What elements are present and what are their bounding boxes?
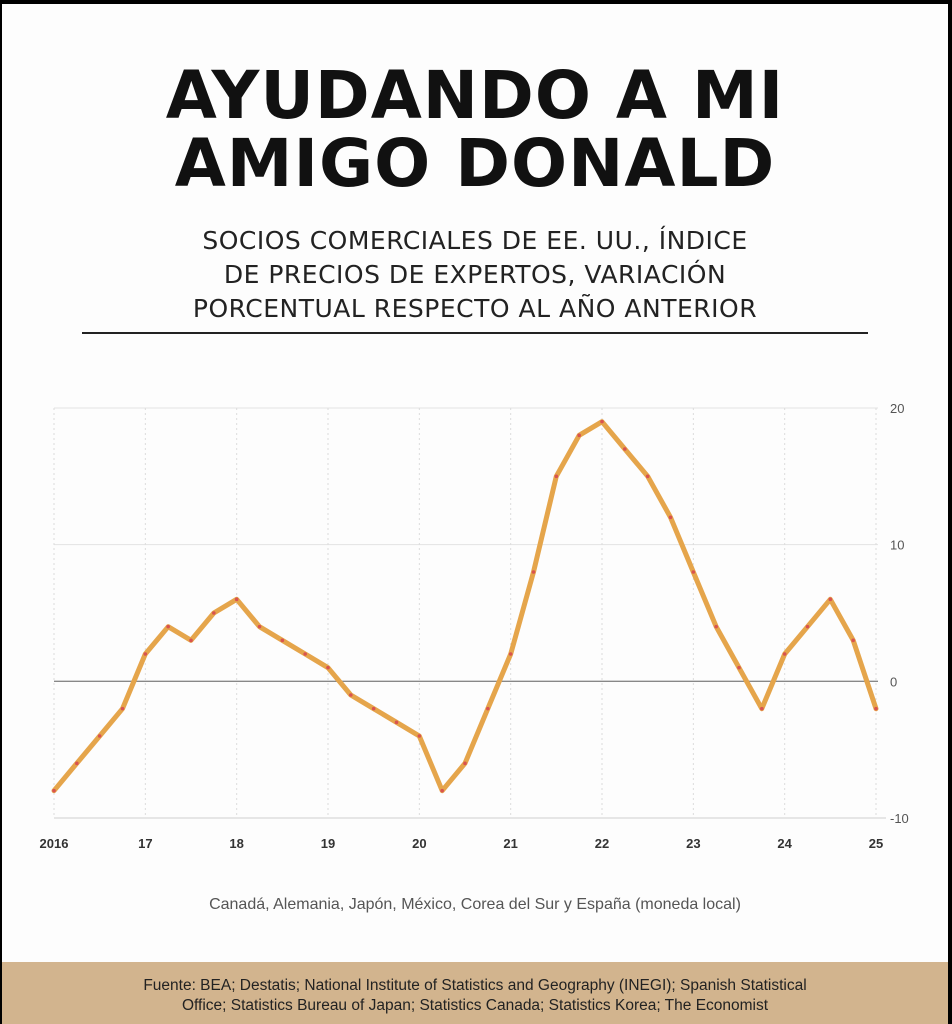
data-point xyxy=(166,624,170,629)
data-point xyxy=(463,761,467,766)
data-point xyxy=(189,638,193,643)
data-point xyxy=(600,419,604,424)
line-chart: 20 10 0 -10 2016 17 18 19 20 21 22 23 24 25 xyxy=(40,401,909,851)
subtitle-line-2: DE PRECIOS DE EXPERTOS, VARIACIÓN xyxy=(223,260,727,289)
data-point xyxy=(257,624,262,629)
data-point xyxy=(326,665,330,670)
data-point xyxy=(874,706,878,711)
y-tick-label: -10 xyxy=(890,811,909,826)
x-tick-label: 21 xyxy=(503,836,517,851)
data-point xyxy=(143,652,148,656)
data-point xyxy=(394,720,399,725)
data-point xyxy=(417,734,422,738)
data-point xyxy=(714,624,718,629)
chart-subtitle: SOCIOS COMERCIALES DE EE. UU., ÍNDICE DE… xyxy=(2,224,948,326)
series-line xyxy=(51,419,879,794)
data-point xyxy=(303,652,307,656)
y-tick-label: 20 xyxy=(890,401,904,416)
x-tick-label: 19 xyxy=(321,836,335,851)
data-point xyxy=(645,474,650,479)
data-point xyxy=(623,447,627,451)
x-tick-label: 20 xyxy=(412,836,426,851)
data-point xyxy=(554,474,559,479)
data-point xyxy=(577,433,581,438)
data-point xyxy=(212,611,216,615)
x-tick-label: 17 xyxy=(138,836,152,851)
data-point xyxy=(737,665,741,670)
source-text: Fuente: BEA; Destatis; National Institut… xyxy=(2,976,948,1016)
subtitle-line-3: PORCENTUAL RESPECTO AL AÑO ANTERIOR xyxy=(192,294,758,323)
x-tick-label: 22 xyxy=(595,836,609,851)
data-point xyxy=(486,706,490,711)
source-footer: Fuente: BEA; Destatis; National Institut… xyxy=(2,962,948,1024)
page-title: AYUDANDO A MI AMIGO DONALD xyxy=(2,62,948,198)
title-divider xyxy=(82,332,868,334)
title-line-2: AMIGO DONALD xyxy=(174,125,776,202)
data-point xyxy=(280,638,285,643)
data-point xyxy=(371,706,376,711)
data-point xyxy=(508,652,513,656)
title-line-1: AYUDANDO A MI xyxy=(165,57,785,134)
data-point xyxy=(97,734,102,738)
data-point xyxy=(782,652,787,656)
x-tick-label: 24 xyxy=(777,836,792,851)
data-point xyxy=(120,706,125,711)
x-tick-label: 25 xyxy=(869,836,883,851)
data-point xyxy=(668,515,673,520)
data-point xyxy=(440,788,444,793)
data-point xyxy=(531,570,536,574)
data-point xyxy=(349,693,353,697)
x-tick-label: 18 xyxy=(229,836,243,851)
x-tick-label: 23 xyxy=(686,836,700,851)
chart-caption: Canadá, Alemania, Japón, México, Corea d… xyxy=(209,896,741,913)
y-tick-label: 10 xyxy=(890,538,904,553)
data-point xyxy=(52,788,56,793)
source-line-2: Office; Statistics Bureau of Japan; Stat… xyxy=(181,997,769,1014)
data-point xyxy=(691,570,696,574)
data-point xyxy=(828,597,833,602)
data-point xyxy=(805,624,810,629)
source-line-1: Fuente: BEA; Destatis; National Institut… xyxy=(143,977,807,994)
data-point xyxy=(760,706,764,711)
infographic-card: AYUDANDO A MI AMIGO DONALD SOCIOS COMERC… xyxy=(2,4,948,1024)
data-point xyxy=(75,761,79,766)
y-tick-label: 0 xyxy=(890,674,897,689)
x-tick-label: 2016 xyxy=(40,836,69,851)
subtitle-line-1: SOCIOS COMERCIALES DE EE. UU., ÍNDICE xyxy=(202,226,748,255)
data-point xyxy=(234,597,239,602)
data-point xyxy=(851,638,855,643)
